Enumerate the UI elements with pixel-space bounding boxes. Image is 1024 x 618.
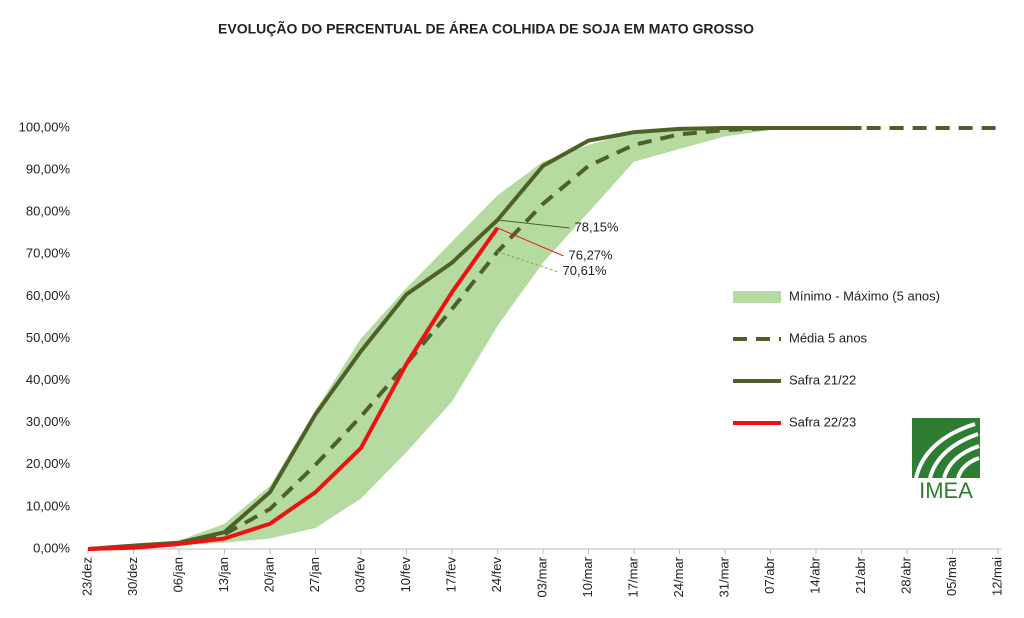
- x-tick-label: 07/abr: [762, 556, 777, 594]
- range-band: [88, 128, 862, 549]
- legend-label: Mínimo - Máximo (5 anos): [789, 288, 940, 303]
- x-tick-label: 28/abr: [898, 556, 913, 594]
- data-label: 70,61%: [563, 263, 608, 278]
- y-tick-label: 10,00%: [26, 498, 71, 513]
- x-tick-label: 30/dez: [125, 557, 140, 596]
- x-tick-label: 05/mai: [944, 557, 959, 596]
- logo-text: IMEA: [919, 478, 973, 503]
- x-tick-label: 03/fev: [352, 557, 367, 593]
- x-tick-label: 14/abr: [807, 556, 822, 594]
- logo: IMEA: [912, 418, 980, 503]
- x-tick-label: 21/abr: [853, 556, 868, 594]
- y-tick-label: 100,00%: [19, 119, 71, 134]
- data-label: 76,27%: [569, 247, 614, 262]
- y-tick-label: 20,00%: [26, 456, 71, 471]
- leader-line: [497, 251, 558, 273]
- logo-stripes: [914, 422, 980, 479]
- x-tick-label: 24/fev: [489, 557, 504, 593]
- x-tick-label: 17/fev: [443, 557, 458, 593]
- data-label: 78,15%: [575, 219, 620, 234]
- series-line: [87, 126, 862, 551]
- legend-label: Safra 21/22: [789, 372, 856, 387]
- y-tick-label: 40,00%: [26, 372, 71, 387]
- y-tick-label: 0,00%: [33, 540, 70, 555]
- chart-title: EVOLUÇÃO DO PERCENTUAL DE ÁREA COLHIDA D…: [218, 20, 754, 37]
- y-tick-label: 50,00%: [26, 330, 71, 345]
- x-tick-label: 12/mai: [989, 557, 1004, 596]
- y-tick-label: 30,00%: [26, 414, 71, 429]
- legend-label: Safra 22/23: [789, 414, 856, 429]
- x-tick-label: 31/mar: [716, 556, 731, 597]
- x-tick-label: 03/mar: [534, 556, 549, 597]
- series-line: [87, 226, 500, 551]
- x-tick-label: 23/dez: [79, 557, 94, 596]
- leader-line: [497, 227, 564, 257]
- x-tick-label: 24/mar: [671, 556, 686, 597]
- x-tick-label: 17/mar: [625, 556, 640, 597]
- y-tick-label: 90,00%: [26, 162, 71, 177]
- x-tick-label: 27/jan: [307, 557, 322, 592]
- x-tick-label: 10/mar: [580, 556, 595, 597]
- y-tick-label: 70,00%: [26, 246, 71, 261]
- x-tick-label: 13/jan: [216, 557, 231, 592]
- x-tick-label: 06/jan: [170, 557, 185, 592]
- legend-swatch: [733, 291, 781, 303]
- x-tick-label: 10/fev: [398, 557, 413, 593]
- leader-line: [497, 219, 570, 229]
- y-tick-label: 80,00%: [26, 204, 71, 219]
- y-tick-label: 60,00%: [26, 288, 71, 303]
- legend-label: Média 5 anos: [789, 330, 868, 345]
- x-tick-label: 20/jan: [261, 557, 276, 592]
